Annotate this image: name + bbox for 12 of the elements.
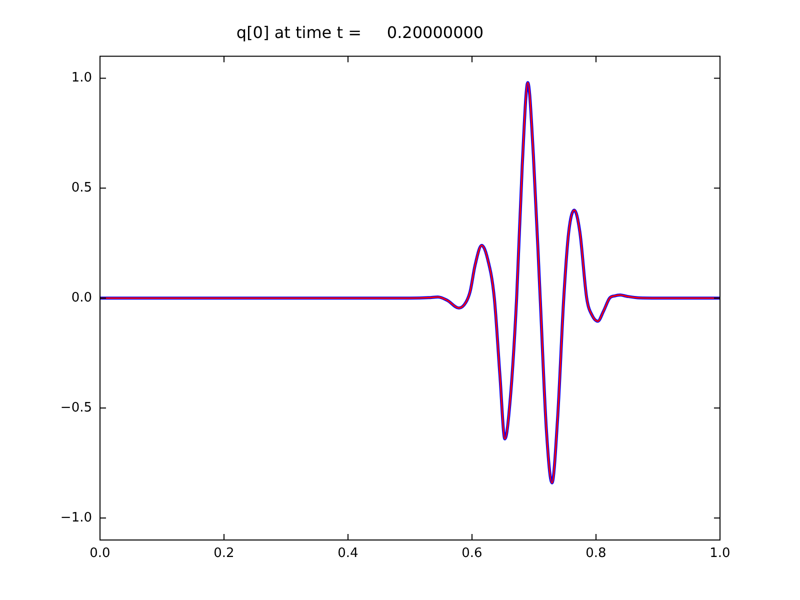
y-tick-label: −1.0 — [60, 510, 92, 526]
x-tick-label: 0.2 — [214, 546, 234, 562]
chart-title: q[0] at time t = 0.20000000 — [236, 22, 484, 42]
y-tick-label: 0.0 — [71, 290, 92, 306]
x-tick-label: 0.8 — [586, 546, 606, 562]
x-tick-label: 0.4 — [338, 546, 358, 562]
x-tick-label: 0.6 — [462, 546, 482, 562]
y-tick-label: −0.5 — [60, 400, 92, 416]
x-tick-label: 0.0 — [90, 546, 110, 562]
x-tick-label: 1.0 — [710, 546, 730, 562]
y-tick-label: 0.5 — [71, 180, 92, 196]
y-tick-label: 1.0 — [71, 70, 92, 86]
